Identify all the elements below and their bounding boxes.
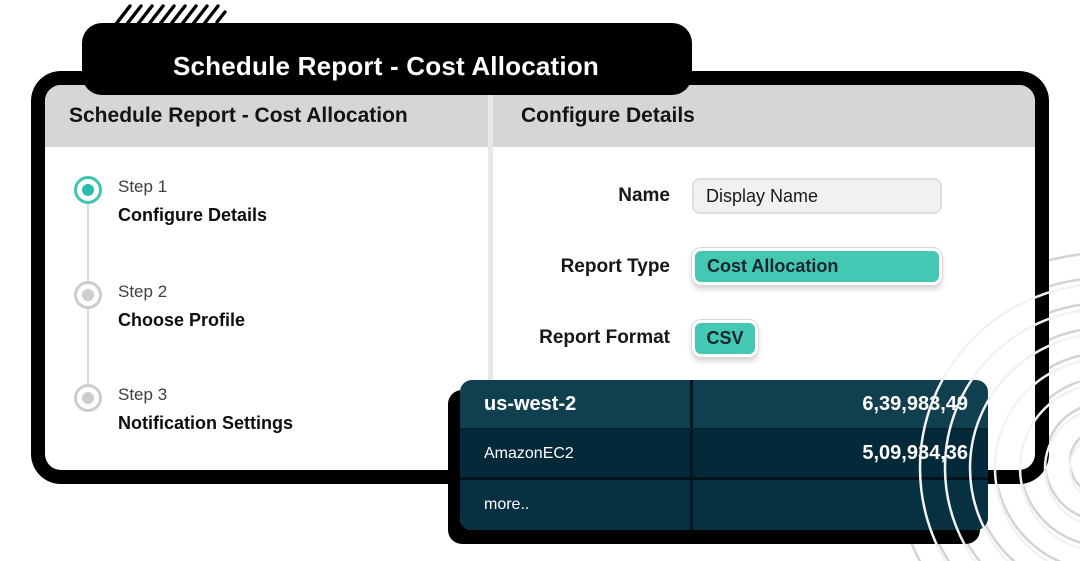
form-row-report-format: Report Format CSV xyxy=(460,319,758,357)
row-value-cell: 6,39,983,49 xyxy=(862,392,968,415)
title-banner: Schedule Report - Cost Allocation xyxy=(82,23,692,95)
step2-radio-icon xyxy=(74,281,102,309)
step-wizard: Step 1 Configure Details Step 2 Choose P… xyxy=(45,147,488,470)
report-format-field-label: Report Format xyxy=(539,327,670,348)
step3-radio-icon xyxy=(74,384,102,412)
form-row-name: Name Display Name xyxy=(460,178,942,214)
row-value-cell xyxy=(693,480,988,530)
right-panel-title: Configure Details xyxy=(521,104,695,127)
cost-data-table: us-west-2 6,39,983,49 AmazonEC2 5,09,934… xyxy=(460,380,988,530)
step-label: Configure Details xyxy=(118,205,268,225)
report-type-field-label: Report Type xyxy=(560,255,670,277)
report-format-select[interactable]: CSV xyxy=(692,319,758,357)
step-label: Choose Profile xyxy=(118,310,246,330)
panel-divider xyxy=(488,85,493,470)
table-row[interactable]: us-west-2 6,39,983,49 xyxy=(460,380,988,430)
step-item-configure-details[interactable]: Step 1 Configure Details xyxy=(74,176,267,226)
row-value-cell: 5,09,934,36 xyxy=(862,442,968,464)
name-input[interactable]: Display Name xyxy=(692,178,942,214)
table-row-more[interactable]: more.. xyxy=(460,480,988,530)
step-label: Notification Settings xyxy=(118,413,293,433)
step-number: Step 1 xyxy=(118,177,168,196)
step1-active-radio-icon xyxy=(74,176,102,204)
banner-title: Schedule Report - Cost Allocation xyxy=(172,50,599,81)
table-column-divider xyxy=(690,380,693,428)
table-row[interactable]: AmazonEC2 5,09,934,36 xyxy=(460,430,988,480)
step1-dot-icon xyxy=(82,184,94,196)
step-number: Step 2 xyxy=(118,282,168,301)
step-item-choose-profile[interactable]: Step 2 Choose Profile xyxy=(74,281,245,331)
form-row-report-type: Report Type Cost Allocation xyxy=(460,248,942,285)
table-column-divider xyxy=(690,430,693,477)
row-name-cell: us-west-2 xyxy=(484,392,577,415)
card-header xyxy=(45,85,1035,147)
name-field-label: Name xyxy=(618,185,670,206)
step2-dot-icon xyxy=(82,289,94,301)
step-item-notification-settings[interactable]: Step 3 Notification Settings xyxy=(74,384,293,434)
row-name-cell: AmazonEC2 xyxy=(484,444,574,462)
step-number: Step 3 xyxy=(118,385,168,404)
step3-dot-icon xyxy=(82,392,94,404)
report-type-select[interactable]: Cost Allocation xyxy=(692,248,942,285)
table-column-divider xyxy=(690,480,693,530)
more-link: more.. xyxy=(484,496,530,513)
left-panel-title: Schedule Report - Cost Allocation xyxy=(69,104,408,127)
